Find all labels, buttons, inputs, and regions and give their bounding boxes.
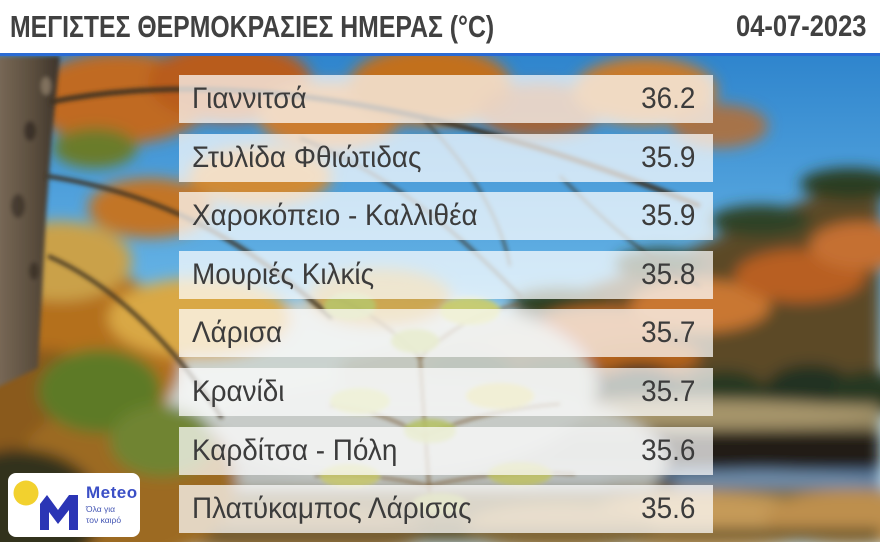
date-label: 04-07-2023	[735, 9, 866, 43]
sun-icon	[13, 480, 39, 506]
page-title: ΜΕΓΙΣΤΕΣ ΘΕΡΜΟΚΡΑΣΙΕΣ ΗΜΕΡΑΣ (°C)	[10, 8, 495, 44]
temperature-value: 35.6	[640, 492, 695, 526]
temperature-row: Λάρισα 35.7	[179, 309, 713, 358]
temperature-value: 35.6	[640, 433, 695, 467]
station-name: Πλατύκαμπος Λάρισας	[192, 492, 472, 526]
station-name: Χαροκόπειο - Καλλιθέα	[192, 199, 478, 233]
temperature-list: Γιαννιτσά 36.2 Στυλίδα Φθιώτιδας 35.9 Χα…	[179, 75, 713, 534]
temperature-row: Κρανίδι 35.7	[179, 367, 713, 416]
logo-tagline-line1: Όλα για	[86, 504, 116, 515]
temperature-row: Καρδίτσα - Πόλη 35.6	[179, 426, 713, 475]
meteo-logo-mark	[13, 480, 78, 530]
temperature-value: 35.8	[640, 257, 695, 291]
temperature-value: 35.7	[640, 374, 695, 408]
temperature-value: 35.9	[640, 140, 695, 174]
station-name: Γιαννιτσά	[192, 82, 307, 115]
temperature-row: Στυλίδα Φθιώτιδας 35.9	[179, 133, 713, 182]
temperature-row: Χαροκόπειο - Καλλιθέα 35.9	[179, 192, 713, 241]
temperature-value: 35.7	[640, 316, 695, 350]
logo-tagline-line2: τον καιρό	[86, 515, 122, 525]
logo-tagline: Όλα για τον καιρό	[86, 504, 138, 525]
temperature-value: 35.9	[640, 199, 695, 233]
temperature-value: 36.2	[640, 82, 695, 115]
station-name: Λάρισα	[192, 316, 283, 350]
header-separator	[0, 53, 880, 56]
meteo-m-icon	[40, 495, 78, 530]
temperature-row: Μουριές Κιλκίς 35.8	[179, 250, 713, 299]
station-name: Στυλίδα Φθιώτιδας	[192, 140, 422, 174]
temperature-row: Γιαννιτσά 36.2	[179, 75, 713, 123]
temperature-row: Πλατύκαμπος Λάρισας 35.6	[179, 485, 713, 534]
logo-brand-text: Meteo	[86, 483, 138, 503]
station-name: Καρδίτσα - Πόλη	[192, 433, 398, 467]
station-name: Μουριές Κιλκίς	[192, 257, 375, 291]
station-name: Κρανίδι	[192, 374, 285, 408]
meteo-logo: Meteo Όλα για τον καιρό	[8, 473, 140, 537]
header-bar: ΜΕΓΙΣΤΕΣ ΘΕΡΜΟΚΡΑΣΙΕΣ ΗΜΕΡΑΣ (°C) 04-07-…	[0, 0, 880, 53]
